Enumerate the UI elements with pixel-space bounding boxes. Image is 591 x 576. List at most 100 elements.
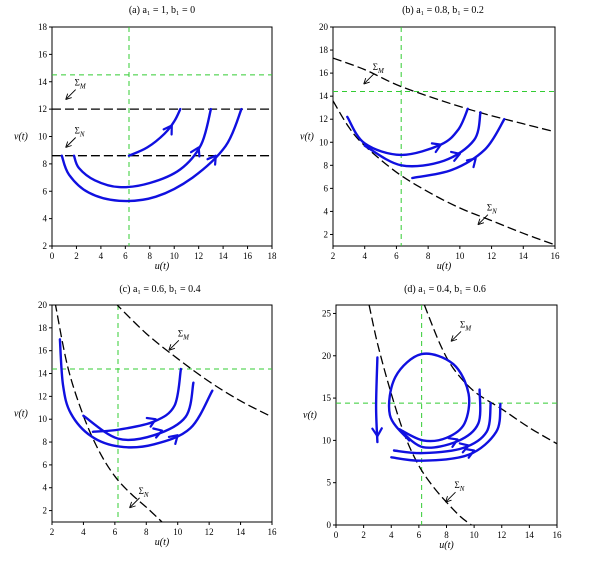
x-tick-label: 12 xyxy=(194,251,203,261)
x-tick-label: 4 xyxy=(362,251,367,261)
x-tick-label: 0 xyxy=(334,530,339,540)
x-tick-label: 14 xyxy=(236,527,246,537)
boundary-pointer xyxy=(66,137,76,147)
trajectory-arrowhead xyxy=(189,146,201,158)
plot-area xyxy=(333,27,555,246)
trajectory-arrowhead xyxy=(167,434,179,445)
x-tick-label: 8 xyxy=(444,530,449,540)
trajectory-curve xyxy=(58,338,214,449)
y-tick-label: 12 xyxy=(38,104,47,114)
boundary-label: ΣM xyxy=(75,78,87,91)
y-tick-label: 16 xyxy=(319,68,329,78)
boundary-label: ΣN xyxy=(75,126,85,139)
trajectory-curve xyxy=(346,107,469,157)
trajectory-curve xyxy=(374,356,379,444)
x-tick-label: 4 xyxy=(81,527,86,537)
y-tick-label: 12 xyxy=(319,114,328,124)
boundary-pointer xyxy=(66,89,76,99)
y-tick-label: 2 xyxy=(43,241,48,251)
y-tick-label: 8 xyxy=(43,159,48,169)
panel-title: (a) a₁ = 1, b₁ = 0 xyxy=(129,5,195,16)
x-axis-label: u(t) xyxy=(155,261,170,272)
y-tick-label: 18 xyxy=(319,45,329,55)
trajectory-arrowhead xyxy=(464,447,476,459)
y-tick-label: 4 xyxy=(43,483,48,493)
boundary-label: ΣN xyxy=(455,480,465,493)
y-tick-label: 6 xyxy=(43,460,48,470)
boundary-label: ΣM xyxy=(178,328,190,341)
y-tick-label: 20 xyxy=(319,22,329,32)
x-tick-label: 16 xyxy=(243,251,253,261)
boundary-pointer-head xyxy=(445,496,452,503)
panel-title: (b) a₁ = 0.8, b₁ = 0.2 xyxy=(402,5,484,16)
x-tick-label: 16 xyxy=(268,527,278,537)
y-tick-label: 4 xyxy=(324,206,329,216)
y-tick-label: 16 xyxy=(38,346,48,356)
y-tick-label: 14 xyxy=(38,77,48,87)
panel-c: 2 4 6 8 10 12 14 16 2 4 6 8 10 12 14 16 18 20 u(t) v(t) (c) … xyxy=(14,284,277,548)
trajectory-curve xyxy=(411,118,506,180)
x-tick-label: 2 xyxy=(331,251,336,261)
x-tick-label: 10 xyxy=(470,530,480,540)
boundary-curve xyxy=(333,57,555,133)
plot-area xyxy=(52,305,272,522)
trajectory-curve xyxy=(387,352,471,443)
y-tick-label: 10 xyxy=(38,132,48,142)
y-tick-label: 4 xyxy=(43,214,48,224)
y-axis-label: v(t) xyxy=(300,132,315,143)
boundary-pointer-head xyxy=(477,218,485,226)
trajectory-arrowhead xyxy=(371,427,383,438)
panel-title: (d) a₁ = 0.4, b₁ = 0.6 xyxy=(404,284,486,295)
y-tick-label: 8 xyxy=(43,437,48,447)
x-axis-label: u(t) xyxy=(155,537,170,548)
x-tick-label: 10 xyxy=(170,251,180,261)
x-tick-label: 2 xyxy=(361,530,366,540)
plot-frame xyxy=(51,304,273,523)
boundary-curve xyxy=(333,100,555,246)
x-tick-label: 2 xyxy=(50,527,55,537)
y-tick-label: 2 xyxy=(43,506,48,516)
y-tick-label: 6 xyxy=(43,186,48,196)
trajectory-curve xyxy=(363,111,482,168)
x-tick-label: 10 xyxy=(173,527,183,537)
boundary-label: ΣM xyxy=(460,319,472,332)
boundary-curve xyxy=(54,305,163,522)
plot-frame xyxy=(332,26,556,247)
boundary-pointer xyxy=(478,214,489,225)
x-axis-label: u(t) xyxy=(439,540,454,551)
x-tick-label: 6 xyxy=(123,251,128,261)
boundary-curve xyxy=(423,305,557,445)
trajectory-arrowhead xyxy=(162,124,173,136)
plot-frame xyxy=(335,304,558,526)
boundary-pointer xyxy=(169,339,180,350)
y-tick-label: 10 xyxy=(38,414,48,424)
x-tick-label: 6 xyxy=(417,530,422,540)
x-tick-label: 6 xyxy=(394,251,399,261)
x-tick-label: 14 xyxy=(519,251,529,261)
boundary-label: ΣN xyxy=(139,486,149,499)
y-axis-label: v(t) xyxy=(14,132,29,143)
x-tick-label: 6 xyxy=(113,527,118,537)
trajectory-curve xyxy=(72,107,213,189)
x-axis-label: u(t) xyxy=(437,261,452,272)
trajectory-arrowhead xyxy=(206,154,217,166)
boundary-label: ΣN xyxy=(487,203,497,216)
panel-b: 2 4 6 8 10 12 14 16 2 4 6 8 10 12 14 16 18 20 u(t) v(t) (b) … xyxy=(300,5,560,272)
boundary-pointer xyxy=(130,497,140,508)
x-tick-label: 14 xyxy=(219,251,229,261)
x-tick-label: 12 xyxy=(487,251,496,261)
x-tick-label: 8 xyxy=(144,527,149,537)
y-tick-label: 18 xyxy=(38,22,48,32)
boundary-pointer-head xyxy=(129,501,136,509)
y-tick-label: 20 xyxy=(38,300,48,310)
boundary-pointer xyxy=(451,331,462,341)
x-tick-label: 18 xyxy=(268,251,278,261)
x-tick-label: 8 xyxy=(148,251,153,261)
y-tick-label: 8 xyxy=(324,160,329,170)
trajectory-curve xyxy=(60,107,243,203)
x-tick-label: 16 xyxy=(553,530,563,540)
y-tick-label: 0 xyxy=(327,520,332,530)
y-tick-label: 18 xyxy=(38,323,48,333)
